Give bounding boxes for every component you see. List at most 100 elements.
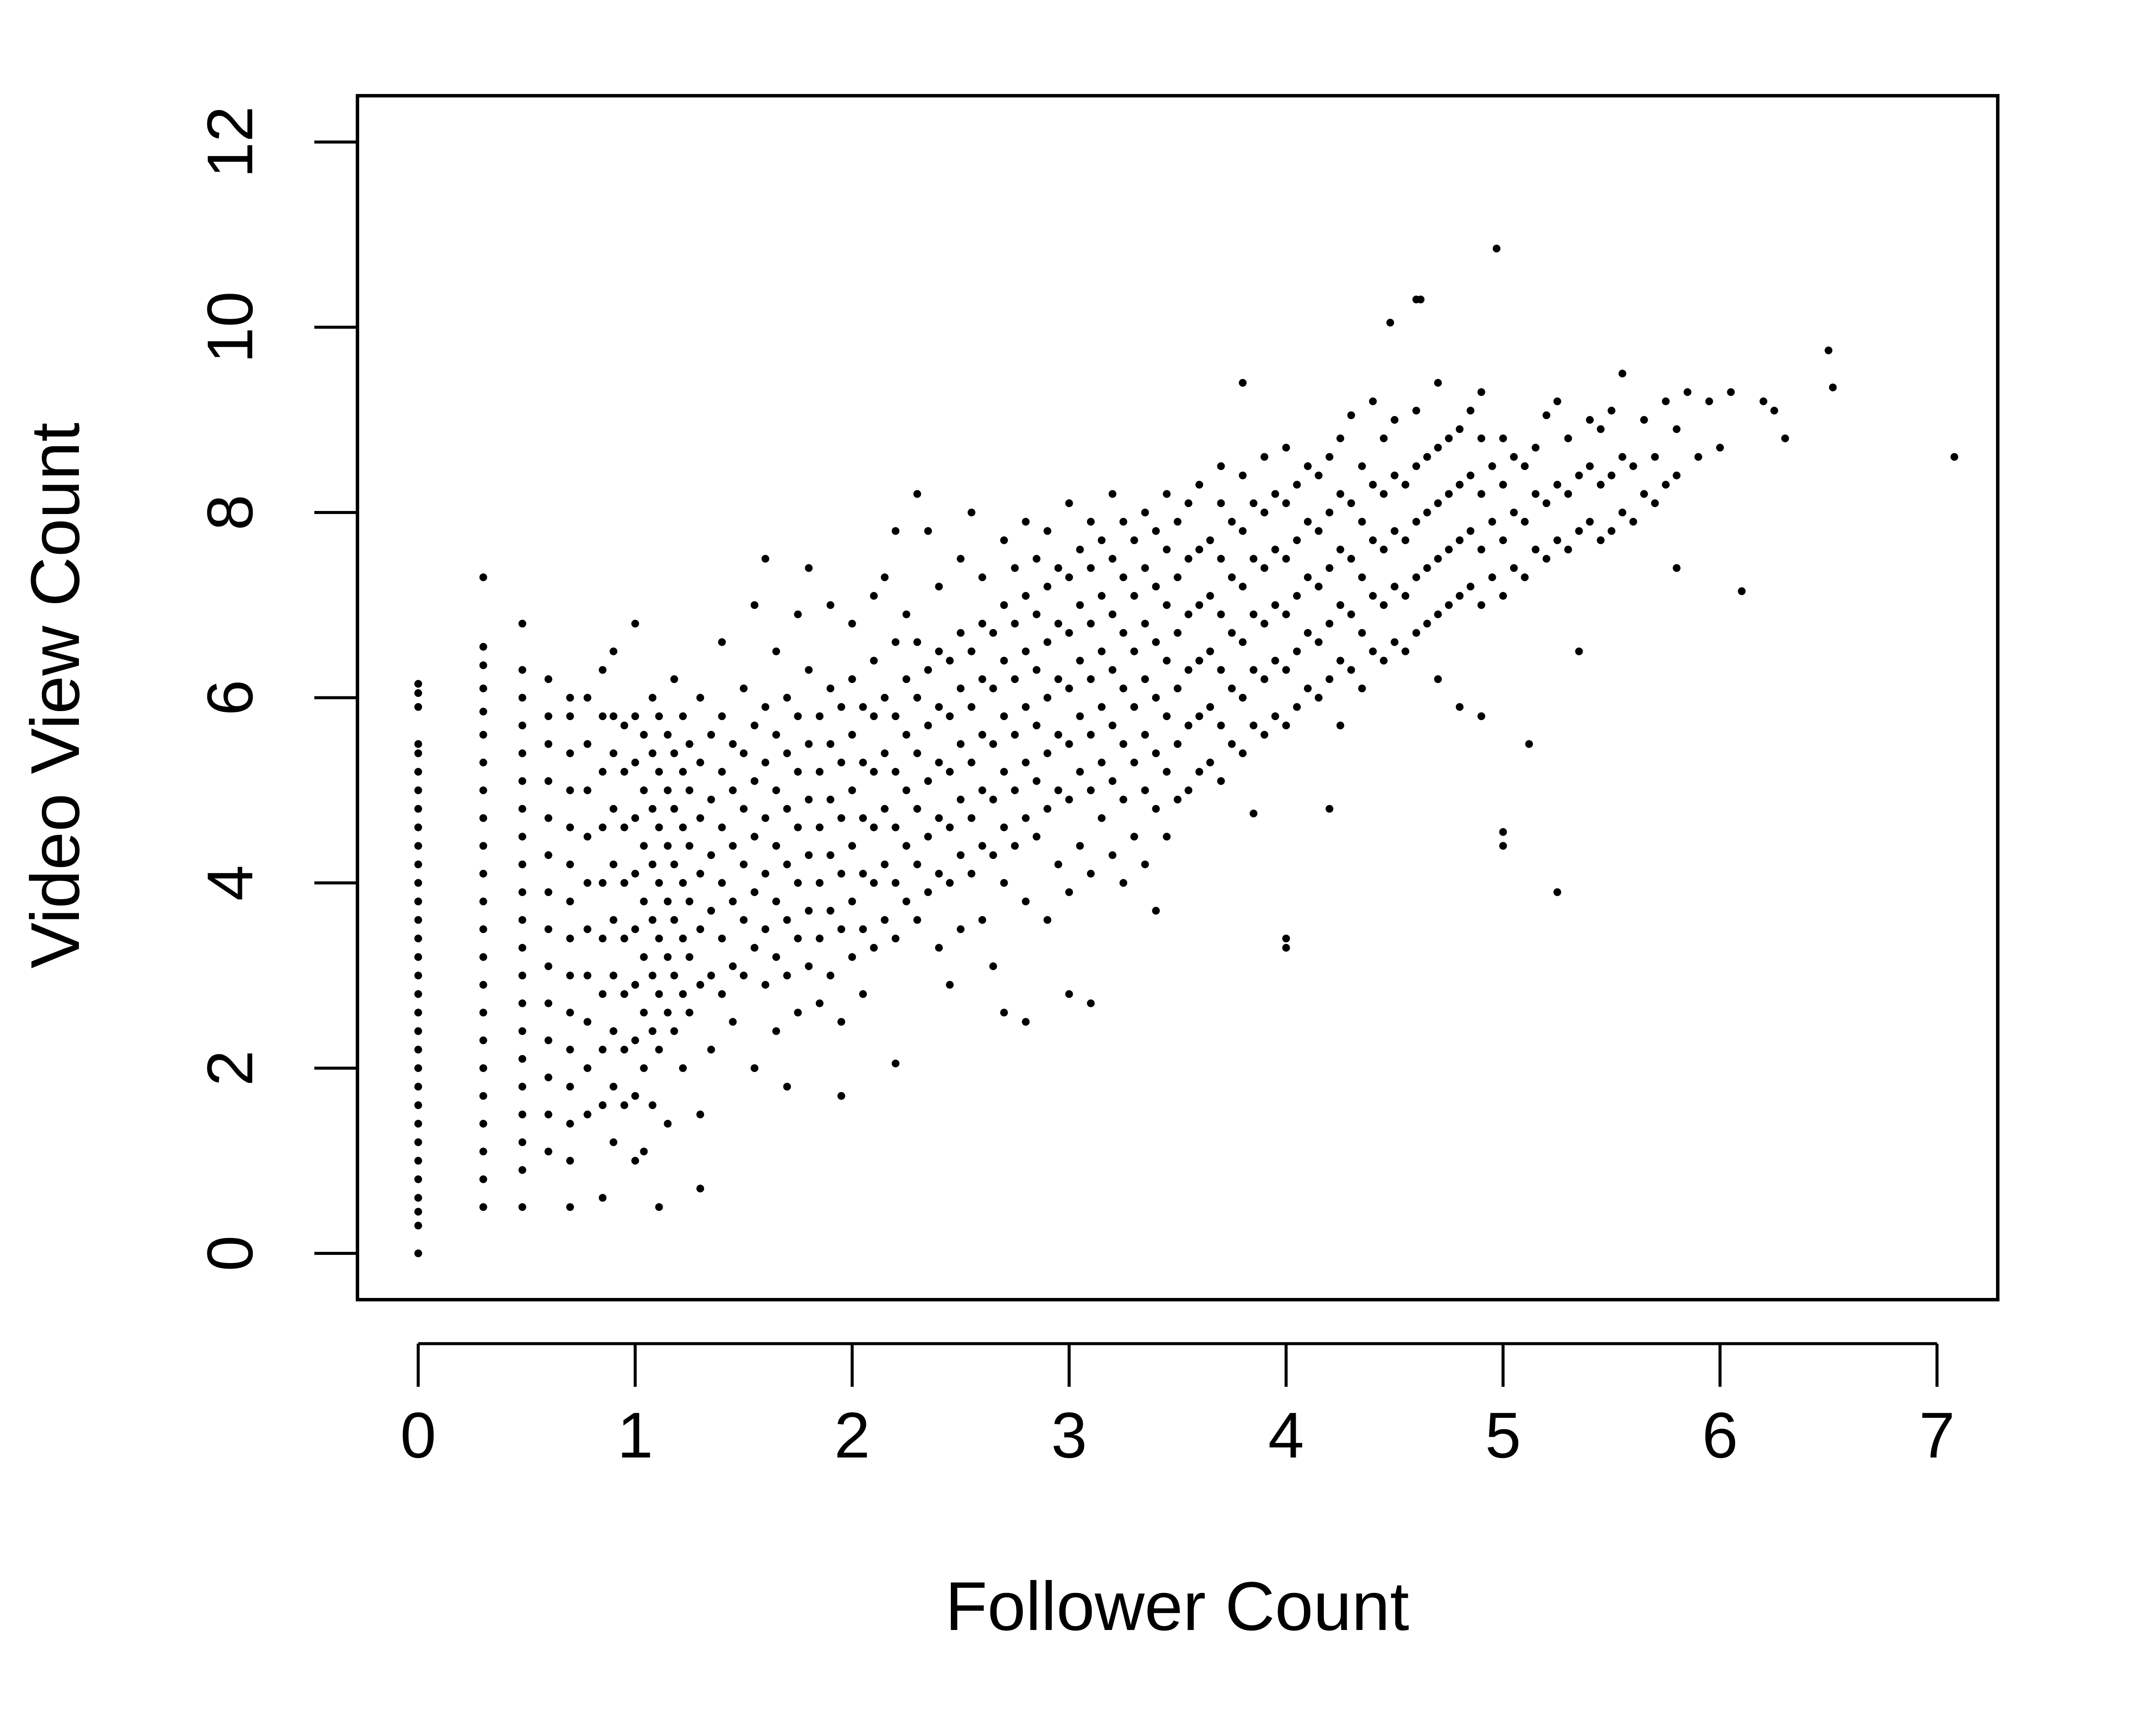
scatter-point (891, 712, 899, 720)
scatter-point (837, 759, 846, 767)
scatter-point (631, 981, 639, 989)
scatter-point (978, 730, 987, 739)
scatter-point (1239, 527, 1247, 535)
scatter-point (696, 694, 704, 702)
scatter-point (1097, 647, 1106, 655)
scatter-point (599, 879, 607, 887)
scatter-point (1386, 319, 1395, 327)
scatter-point (794, 712, 802, 720)
scatter-point (544, 814, 552, 822)
scatter-point (696, 925, 704, 933)
scatter-point (620, 934, 628, 943)
scatter-point (1950, 453, 1959, 461)
scatter-point (1662, 481, 1670, 489)
scatter-point (1575, 471, 1583, 480)
scatter-point (1217, 721, 1225, 730)
scatter-point (815, 712, 824, 720)
scatter-point (1152, 694, 1160, 702)
x-tick-label: 3 (1051, 1399, 1087, 1471)
scatter-point (1260, 453, 1269, 461)
scatter-point (1640, 416, 1648, 424)
scatter-point (718, 768, 726, 776)
scatter-point (696, 1185, 704, 1193)
scatter-point (414, 1083, 422, 1091)
scatter-point (1032, 610, 1040, 618)
scatter-point (414, 703, 422, 711)
scatter-point (518, 1055, 526, 1063)
scatter-point (1293, 592, 1301, 600)
scatter-point (881, 573, 889, 581)
scatter-point (479, 759, 487, 767)
scatter-point (956, 740, 965, 748)
scatter-point (479, 661, 487, 669)
scatter-point (989, 796, 997, 804)
scatter-point (518, 1166, 526, 1174)
scatter-point (1553, 536, 1561, 544)
scatter-point (1054, 786, 1062, 794)
scatter-point (518, 888, 526, 896)
scatter-point (1347, 610, 1355, 618)
scatter-point (414, 972, 422, 980)
scatter-point (1228, 517, 1236, 526)
scatter-point (1195, 657, 1203, 665)
scatter-point (772, 953, 780, 961)
scatter-point (1022, 814, 1030, 822)
scatter-point (837, 925, 846, 933)
scatter-point (1087, 786, 1095, 794)
scatter-point (1032, 666, 1040, 674)
y-tick-label: 10 (194, 291, 266, 363)
scatter-point (1401, 536, 1410, 544)
scatter-point (670, 805, 678, 813)
scatter-point (1651, 453, 1659, 461)
scatter-point (1542, 411, 1551, 419)
scatter-point (1434, 610, 1442, 618)
scatter-point (794, 823, 802, 831)
scatter-point (1829, 383, 1837, 392)
scatter-point (1250, 555, 1258, 563)
scatter-point (1000, 768, 1008, 776)
scatter-point (1304, 573, 1312, 581)
scatter-point (414, 1194, 422, 1202)
scatter-point (924, 666, 932, 674)
scatter-point (1065, 573, 1073, 581)
scatter-point (1369, 481, 1377, 489)
scatter-point (479, 1203, 487, 1211)
scatter-point (1662, 397, 1670, 405)
scatter-point (599, 1194, 607, 1202)
x-axis-title: Follower Count (945, 1567, 1409, 1645)
scatter-point (1022, 517, 1030, 526)
scatter-point (978, 675, 987, 683)
scatter-point (1000, 1009, 1008, 1017)
scatter-point (583, 1064, 592, 1072)
scatter-point (518, 1203, 526, 1211)
scatter-point (1467, 527, 1475, 535)
scatter-point (1640, 490, 1648, 498)
scatter-point (913, 916, 921, 924)
scatter-point (891, 879, 899, 887)
scatter-point (903, 610, 910, 618)
scatter-point (1326, 564, 1334, 572)
scatter-point (891, 934, 899, 943)
scatter-point (1293, 703, 1301, 711)
scatter-point (707, 851, 715, 859)
scatter-point (1597, 481, 1605, 489)
scatter-point (1119, 573, 1128, 581)
scatter-point (815, 999, 824, 1007)
scatter-point (609, 916, 617, 924)
scatter-point (1206, 592, 1214, 600)
scatter-point (1152, 907, 1160, 915)
scatter-point (935, 583, 943, 591)
scatter-point (794, 934, 802, 943)
scatter-point (826, 796, 834, 804)
scatter-point (891, 638, 899, 646)
scatter-point (1239, 694, 1247, 702)
scatter-point (1109, 490, 1116, 498)
scatter-point (414, 1119, 422, 1128)
scatter-point (1119, 629, 1128, 637)
scatter-point (566, 1119, 574, 1128)
scatter-point (479, 1064, 487, 1072)
scatter-point (848, 675, 856, 683)
scatter-point (1152, 749, 1160, 757)
x-tick-label: 4 (1268, 1399, 1304, 1471)
scatter-point (1185, 786, 1193, 794)
